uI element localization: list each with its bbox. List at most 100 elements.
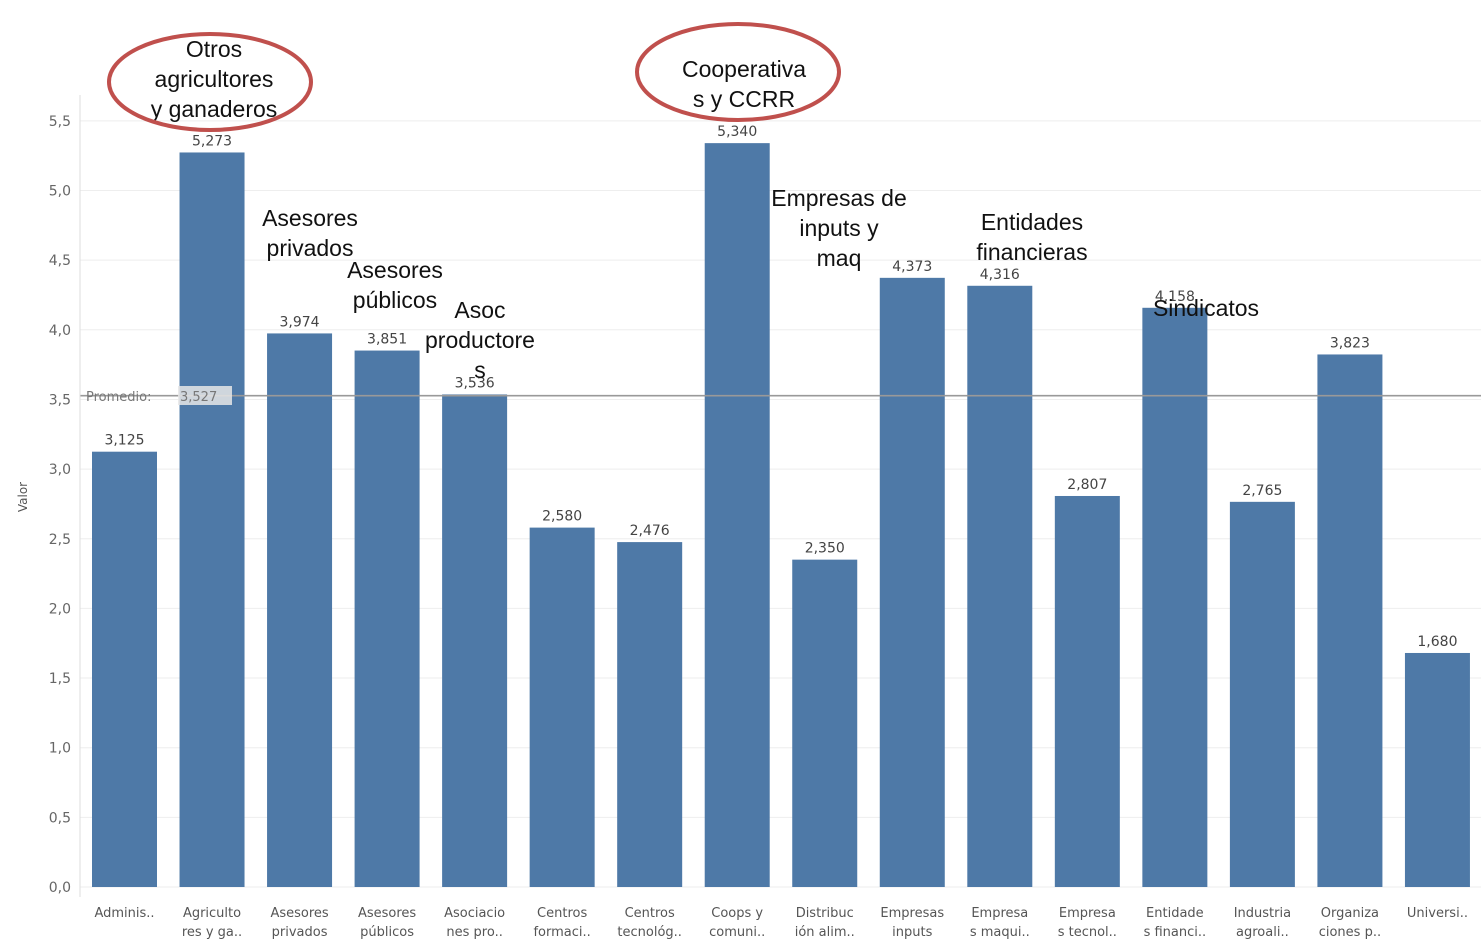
- y-tick-label: 4,5: [49, 253, 71, 269]
- data-label: 5,273: [192, 133, 232, 149]
- bar: [617, 542, 683, 887]
- y-tick-label: 2,0: [49, 601, 71, 617]
- annotation-text: s y CCRR: [693, 86, 795, 112]
- y-tick-label: 5,0: [49, 184, 71, 200]
- x-tick-label: Organiza: [1321, 906, 1379, 921]
- data-label: 3,125: [104, 433, 144, 449]
- annotation-text: agricultores: [155, 66, 274, 92]
- data-label: 3,851: [367, 332, 407, 348]
- bar: [879, 277, 945, 888]
- annotation-text: productore: [425, 327, 535, 353]
- bar: [92, 451, 157, 887]
- bar: [1317, 354, 1383, 888]
- bar: [1229, 501, 1295, 887]
- reference-value-box: [178, 386, 232, 405]
- y-tick-label: 0,5: [49, 810, 71, 826]
- bar: [1404, 652, 1470, 887]
- x-tick-label: s maqui..: [970, 925, 1030, 940]
- bar: [442, 394, 508, 887]
- x-tick-label: ión alim..: [795, 925, 855, 940]
- x-tick-label: Industria: [1234, 906, 1291, 921]
- data-label: 2,350: [805, 541, 845, 557]
- x-tick-label: Empresa: [971, 906, 1028, 921]
- highlight-circle: [107, 32, 313, 132]
- data-label: 2,765: [1242, 483, 1282, 499]
- annotation-text: Entidades: [981, 209, 1083, 235]
- x-tick-label: Centros: [537, 906, 587, 921]
- y-tick-label: 0,0: [49, 880, 71, 896]
- annotation-text: públicos: [353, 287, 437, 313]
- x-tick-label: s tecnol..: [1058, 925, 1117, 940]
- annotation-text: y ganaderos: [151, 96, 278, 122]
- annotation-text: maq: [817, 245, 862, 271]
- bars: [92, 143, 1470, 888]
- x-tick-label: ciones p..: [1319, 925, 1381, 940]
- x-axis: Adminis.. Agriculto res y ga.. Asesores priv…: [94, 906, 1468, 940]
- x-tick-label: Universi..: [1407, 906, 1468, 921]
- x-tick-label: Empresa: [1059, 906, 1116, 921]
- y-tick-label: 1,0: [49, 741, 71, 757]
- annotation-text: privados: [267, 235, 354, 261]
- x-tick-label: Coops y: [711, 906, 763, 921]
- annotation-text: Sindicatos: [1153, 295, 1259, 321]
- x-tick-label: Asociacio: [444, 906, 505, 921]
- x-tick-label: Distribuc: [796, 906, 854, 921]
- x-tick-label: nes pro..: [446, 925, 502, 940]
- annotation-text: Empresas de: [771, 185, 907, 211]
- y-tick-label: 2,5: [49, 532, 71, 548]
- y-axis: 0,0 0,5 1,0 1,5 2,0 2,5 3,0 3,5 4,0 4,5 5,0 5,5: [49, 95, 81, 897]
- bar: [704, 143, 770, 887]
- reference-line-group: Promedio: 3,527: [80, 386, 1481, 405]
- x-tick-label: públicos: [360, 925, 414, 940]
- data-label: 5,340: [717, 124, 757, 140]
- x-tick-label: s financi..: [1144, 925, 1207, 940]
- annotation-text: s: [474, 357, 486, 383]
- annotation-text: Otros: [186, 36, 242, 62]
- highlight-circle: [635, 22, 841, 122]
- x-tick-label: agroali..: [1236, 925, 1289, 940]
- x-tick-label: Entidade: [1146, 906, 1204, 921]
- annotation-text: Cooperativa: [682, 56, 806, 82]
- annotation-text: inputs y: [799, 215, 879, 241]
- bar: [792, 559, 858, 887]
- y-tick-label: 3,5: [49, 392, 71, 408]
- x-tick-label: Agriculto: [183, 906, 241, 921]
- bar: [267, 333, 333, 887]
- data-label: 2,807: [1067, 477, 1107, 493]
- x-tick-label: privados: [272, 925, 328, 940]
- y-axis-title: Valor: [16, 482, 30, 512]
- y-tick-label: 5,5: [49, 114, 71, 130]
- reference-label: Promedio:: [86, 390, 151, 405]
- annotation-text: financieras: [976, 239, 1087, 265]
- bar: [1142, 307, 1208, 887]
- x-tick-label: Asesores: [358, 906, 416, 921]
- y-tick-label: 4,0: [49, 323, 71, 339]
- y-tick-label: 1,5: [49, 671, 71, 687]
- x-tick-label: inputs: [892, 925, 932, 940]
- annotation-text: Asesores: [347, 257, 443, 283]
- x-tick-label: tecnológ..: [617, 925, 682, 940]
- bar: [529, 527, 595, 887]
- reference-value: 3,527: [180, 390, 217, 405]
- data-label: 2,580: [542, 509, 582, 525]
- bar: [179, 152, 245, 888]
- data-label: 4,316: [980, 267, 1020, 283]
- x-tick-label: Asesores: [270, 906, 328, 921]
- data-label: 3,974: [280, 314, 320, 330]
- bar: [354, 350, 420, 888]
- data-label: 3,823: [1330, 335, 1370, 351]
- data-label: 4,373: [892, 259, 932, 275]
- data-label: 4,158: [1155, 289, 1195, 305]
- x-tick-label: Centros: [625, 906, 675, 921]
- y-tick-label: 3,0: [49, 462, 71, 478]
- data-label: 1,680: [1417, 634, 1457, 650]
- annotation-text: Asesores: [262, 205, 358, 231]
- bar: [967, 285, 1033, 887]
- data-label: 3,536: [455, 375, 495, 391]
- x-tick-label: comuni..: [709, 925, 765, 940]
- x-tick-label: Adminis..: [94, 906, 154, 921]
- x-tick-label: res y ga..: [182, 925, 242, 940]
- data-label: 2,476: [630, 523, 670, 539]
